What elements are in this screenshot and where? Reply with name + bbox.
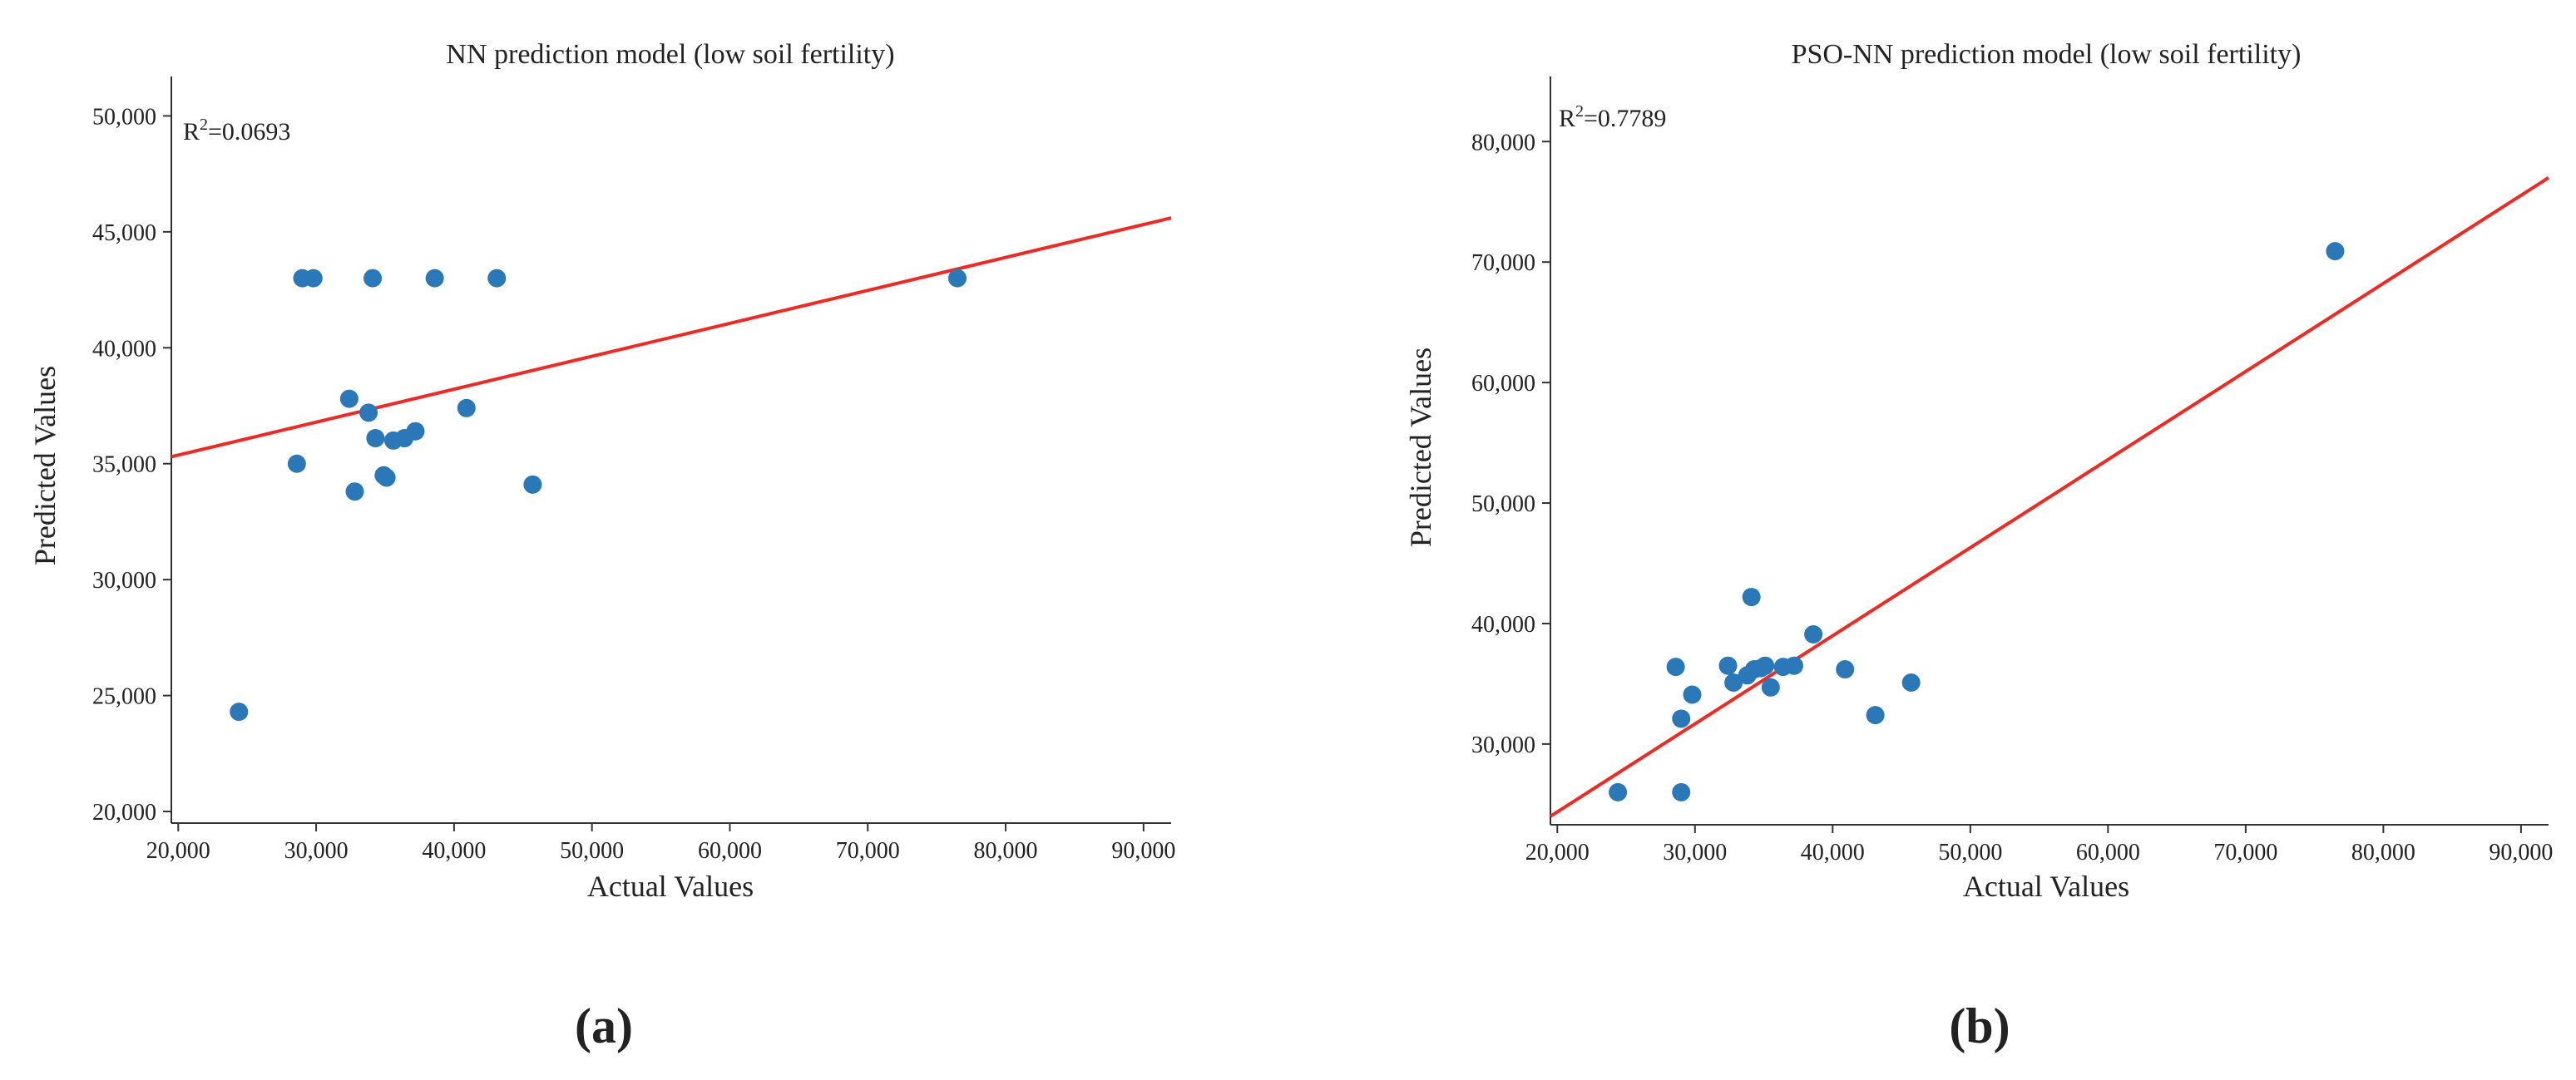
x-tick-label-b: 40,000 [1801,840,1865,865]
y-tick-label-b: 60,000 [1471,371,1535,397]
r2-sup-a: 2 [200,116,208,134]
data-point-b [1724,673,1743,692]
x-tick-label-b: 60,000 [2076,840,2140,865]
panel-label-a: (a) [575,999,633,1053]
x-tick-label-a: 40,000 [422,838,486,864]
plot-area-a: 20,000 30,000 40,000 50,000 60,000 70,000 80,0… [92,76,1175,864]
y-tick-label-a: 20,000 [92,800,156,826]
data-point-b [1666,658,1685,677]
y-tick-label-b: 80,000 [1471,130,1535,155]
r2-prefix-a: R [183,118,200,145]
data-point-b [1784,656,1803,675]
y-tick-label-a: 50,000 [92,104,156,130]
data-point-b [1761,678,1780,697]
data-point-a [523,475,542,494]
data-point-b [1672,709,1691,728]
data-point-b [1609,782,1628,801]
r2-value-a: =0.0693 [208,118,290,145]
data-point-a [304,269,323,288]
panel-a: NN prediction model (low soil fertility)… [28,39,1175,1053]
data-point-a [425,269,444,288]
x-tick-label-a: 20,000 [146,838,210,864]
r2-prefix-b: R [1559,105,1575,132]
data-point-a [363,269,383,288]
y-tick-label-a: 25,000 [92,684,156,710]
chart-title-a: NN prediction model (low soil fertility) [446,39,894,70]
chart-title-b: PSO-NN prediction model (low soil fertil… [1792,39,2302,70]
data-point-b [1866,706,1885,725]
x-tick-label-b: 50,000 [1938,840,2002,865]
regression-line-a [171,216,1172,459]
y-tick-label-a: 40,000 [92,336,156,362]
regression-line-b [1549,176,2550,818]
panel-label-b: (b) [1949,999,2010,1053]
y-tick-label-a: 35,000 [92,452,156,478]
x-tick-label-a: 80,000 [974,838,1038,864]
plot-area-b: 20,000 30,000 40,000 50,000 60,000 70,000 80,0… [1471,76,2553,865]
panel-b: PSO-NN prediction model (low soil fertil… [1404,39,2553,1053]
data-point-b [2326,242,2345,261]
data-point-a [366,429,385,448]
x-tick-label-a: 70,000 [836,838,900,864]
y-tick-label-a: 30,000 [92,568,156,594]
y-tick-label-a: 45,000 [92,220,156,246]
x-tick-label-b: 30,000 [1663,840,1727,865]
data-point-a [406,422,425,441]
x-axis-label-a: Actual Values [587,870,754,903]
data-point-b [1718,656,1738,675]
data-point-b [1804,625,1823,644]
data-point-a [230,703,249,722]
x-tick-label-a: 30,000 [284,838,349,864]
data-point-b [1836,660,1855,679]
data-point-b [1672,782,1691,801]
y-tick-label-b: 70,000 [1471,250,1535,276]
y-tick-label-b: 50,000 [1471,491,1535,517]
data-point-b [1683,685,1702,704]
data-point-a [345,482,364,501]
data-point-a [287,454,306,473]
y-axis-label-b: Predicted Values [1404,348,1437,547]
x-axis-label-b: Actual Values [1963,870,2129,903]
x-tick-label-b: 20,000 [1525,840,1590,865]
x-tick-label-b: 80,000 [2351,840,2415,865]
x-tick-label-a: 60,000 [698,838,762,864]
r2-sup-b: 2 [1575,102,1584,121]
r2-value-b: =0.7789 [1584,105,1666,132]
data-point-b [1756,656,1775,675]
y-tick-label-b: 30,000 [1471,732,1535,758]
data-point-a [457,398,476,417]
x-tick-label-b: 90,000 [2489,840,2553,865]
y-tick-label-b: 40,000 [1471,612,1535,638]
data-point-a [377,468,396,487]
data-point-a [487,269,507,288]
data-point-a [339,389,358,408]
data-point-b [1901,673,1921,692]
y-axis-label-a: Predicted Values [28,366,62,565]
data-point-b [1742,588,1761,607]
r2-annotation-a: R2=0.0693 [183,116,290,145]
x-tick-label-a: 50,000 [560,838,624,864]
data-point-a [948,269,967,288]
data-point-a [359,403,378,422]
r2-annotation-b: R2=0.7789 [1559,102,1666,132]
x-tick-label-a: 90,000 [1111,838,1175,864]
x-tick-label-b: 70,000 [2213,840,2277,865]
